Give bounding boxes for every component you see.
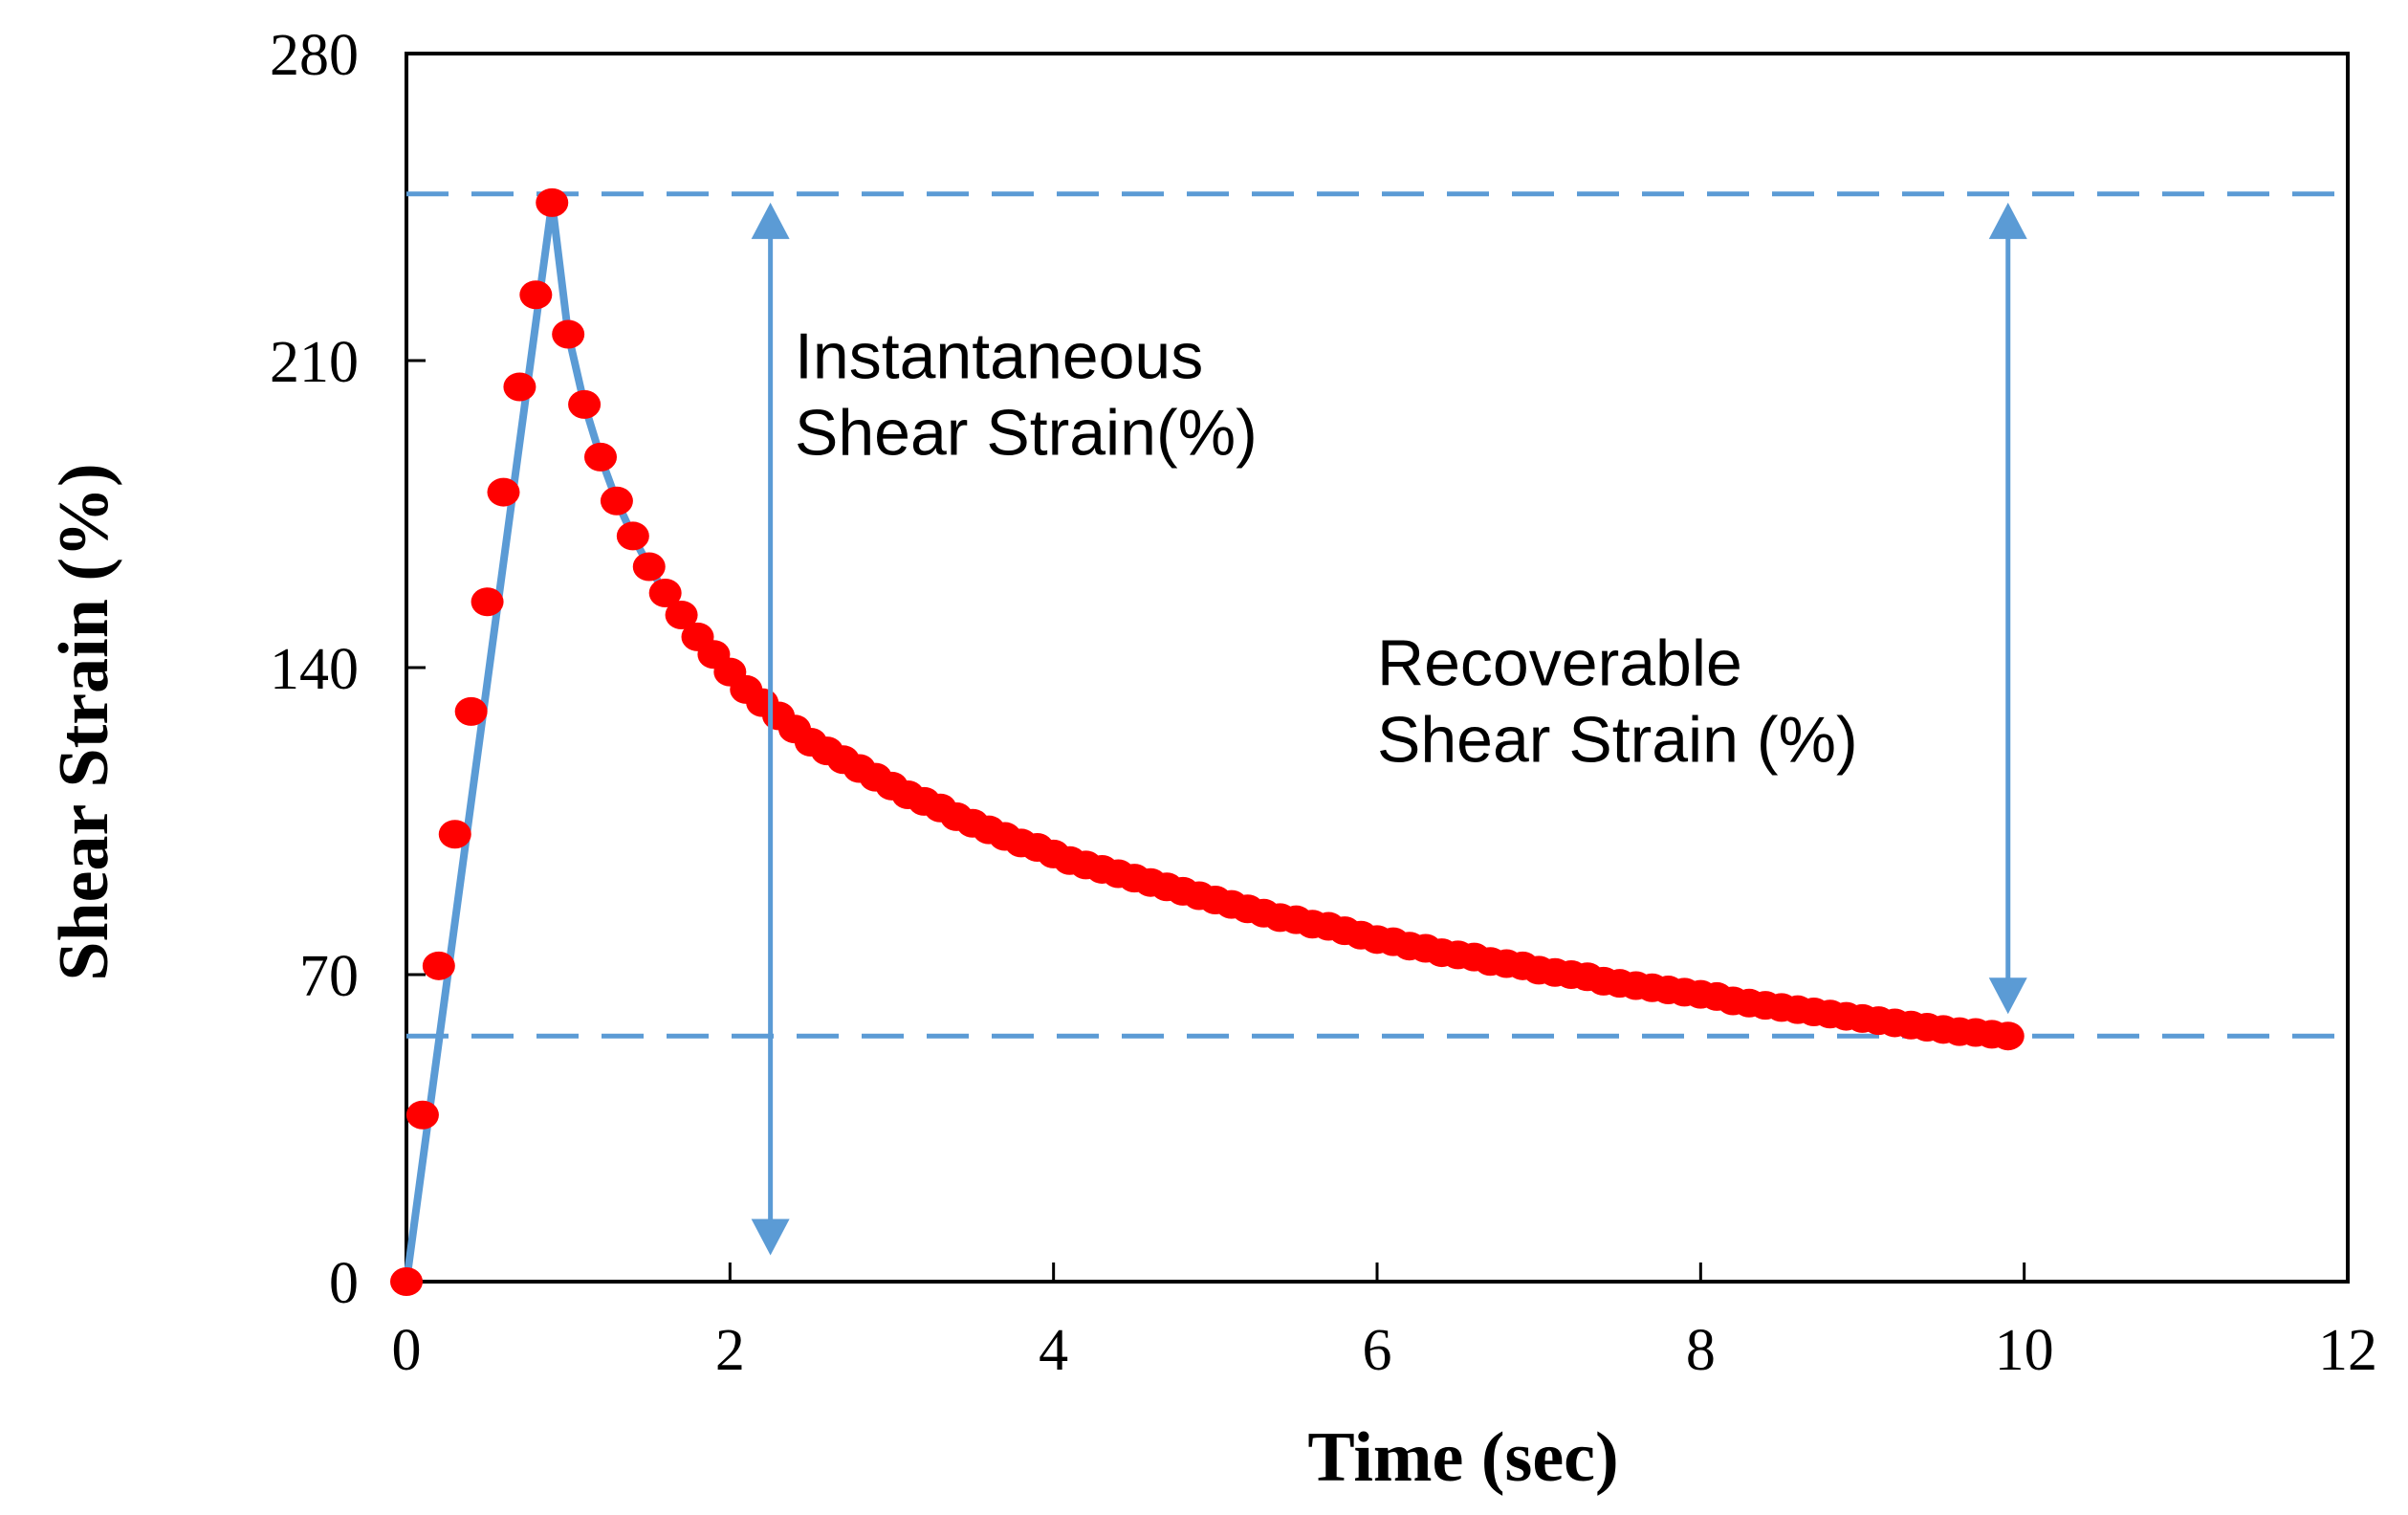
annotation-recoverable: Shear Strain (%): [1377, 703, 1858, 776]
data-point: [648, 579, 682, 608]
arrow-head-down: [1988, 977, 2027, 1015]
data-point: [438, 820, 471, 849]
data-point: [584, 442, 617, 472]
arrow-head-up: [751, 202, 790, 239]
tick-labels-group: 0 2 4 6 8 10 12 0 70 140 210 280: [270, 23, 2377, 1383]
annotation-instantaneous: Instantaneous: [795, 319, 1203, 392]
data-point: [422, 951, 455, 980]
data-point: [568, 389, 602, 419]
annotation-recoverable: Recoverable: [1377, 626, 1742, 699]
x-tick-label: 12: [2318, 1318, 2377, 1383]
x-tick-label: 6: [1363, 1318, 1392, 1383]
arrow-head-up: [1988, 202, 2027, 239]
scatter-series-group: [390, 187, 2025, 1296]
y-tick-label: 70: [299, 944, 359, 1009]
data-point: [454, 696, 488, 726]
axes-group: [405, 52, 2350, 1284]
data-point: [519, 280, 553, 310]
data-point: [536, 187, 569, 217]
data-point: [600, 486, 633, 516]
y-tick-label: 140: [270, 637, 359, 702]
arrow-head-down: [751, 1219, 790, 1256]
x-axis-title: Time (sec): [1307, 1418, 1618, 1497]
annotation-instantaneous: Shear Strain(%): [795, 396, 1258, 469]
y-tick-label: 0: [329, 1251, 359, 1316]
y-tick-label: 210: [270, 330, 359, 395]
data-point: [390, 1267, 423, 1296]
x-tick-label: 10: [1995, 1318, 2054, 1383]
data-point: [616, 521, 649, 551]
data-point: [632, 552, 666, 582]
x-tick-label: 4: [1039, 1318, 1068, 1383]
data-point: [405, 1100, 439, 1130]
x-tick-label: 8: [1686, 1318, 1716, 1383]
data-point: [552, 319, 585, 349]
data-point: [487, 477, 520, 507]
x-tick-label: 2: [715, 1318, 745, 1383]
data-point: [471, 587, 504, 617]
data-point: [665, 600, 698, 629]
data-point: [503, 372, 536, 402]
arrows-group: [751, 202, 2027, 1256]
y-tick-label: 280: [270, 23, 359, 88]
x-tick-label: 0: [392, 1318, 422, 1383]
y-axis-title: Shear Strain (%): [45, 463, 123, 980]
data-point: [1991, 1021, 2025, 1051]
